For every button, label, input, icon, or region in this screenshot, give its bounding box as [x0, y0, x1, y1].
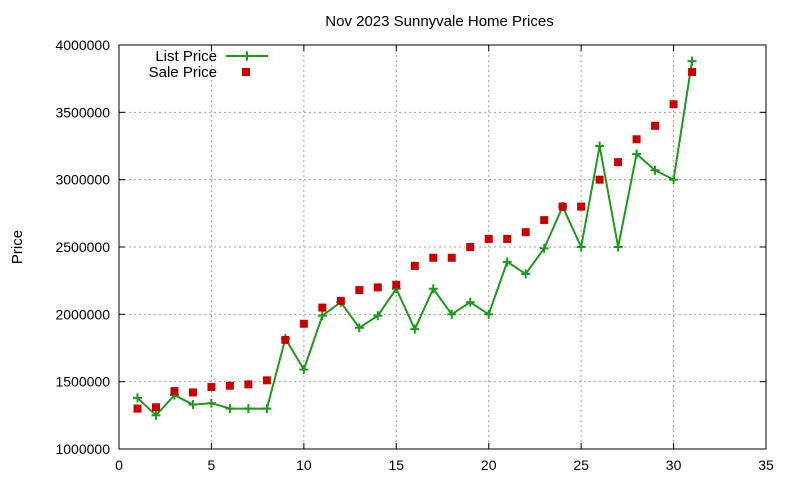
sale-price-point	[595, 175, 604, 184]
sale-price-point	[688, 67, 697, 76]
plot-frame	[118, 44, 767, 450]
list-price-point	[151, 410, 161, 420]
list-price-point	[188, 400, 198, 410]
series-sale-price	[133, 67, 697, 413]
sale-price-point	[429, 253, 438, 262]
list-price-point	[502, 257, 512, 267]
list-price-point	[373, 311, 383, 321]
axis-ticks	[118, 44, 767, 450]
list-price-point	[632, 149, 642, 159]
y-axis-label: Price	[9, 230, 26, 264]
sale-price-point	[299, 319, 308, 328]
list-price-point	[650, 165, 660, 175]
list-price-point	[576, 242, 586, 252]
y-tick-label: 2500000	[55, 239, 110, 255]
sale-price-point	[188, 388, 197, 397]
series	[132, 56, 697, 420]
list-price-point	[354, 323, 364, 333]
list-price-point	[299, 365, 309, 375]
list-price-point	[243, 404, 253, 414]
x-tick-label: 10	[296, 457, 312, 473]
list-price-point	[539, 243, 549, 253]
sale-price-point	[262, 376, 271, 385]
x-tick-label: 25	[573, 457, 589, 473]
y-tick-label: 3500000	[55, 104, 110, 120]
sale-price-point	[392, 280, 401, 289]
sale-price-point	[318, 303, 327, 312]
sale-price-point	[558, 202, 567, 211]
y-tick-label: 2000000	[55, 306, 110, 322]
list-price-point	[484, 309, 494, 319]
list-price-line	[136, 61, 694, 417]
y-tick-label: 1000000	[55, 441, 110, 457]
chart-title: Nov 2023 Sunnyvale Home Prices	[325, 13, 553, 30]
legend-marker-sale-price	[242, 68, 250, 76]
legend-label-list-price: List Price	[155, 48, 217, 65]
sale-price-point	[281, 335, 290, 344]
sale-price-point	[151, 403, 160, 412]
sale-price-point	[244, 380, 253, 389]
list-price-point	[225, 404, 235, 414]
sale-price-point	[207, 383, 216, 392]
legend-marker-list-price	[242, 51, 252, 61]
y-tick-label: 1500000	[55, 374, 110, 390]
sale-price-point	[503, 234, 512, 243]
sale-price-point	[336, 296, 345, 305]
list-price-point	[410, 324, 420, 334]
x-tick-label: 0	[115, 457, 123, 473]
list-price-point	[132, 393, 142, 403]
sale-price-point	[355, 286, 364, 295]
x-tick-label: 30	[666, 457, 682, 473]
list-price-point	[669, 175, 679, 185]
grid	[119, 45, 766, 449]
sale-price-point	[133, 404, 142, 413]
sale-price-point	[373, 283, 382, 292]
list-price-point	[428, 284, 438, 294]
list-price-point	[613, 242, 623, 252]
sale-price-point	[225, 381, 234, 390]
x-tick-label: 5	[208, 457, 216, 473]
list-price-point	[521, 269, 531, 279]
sale-price-point	[447, 253, 456, 262]
y-tick-label: 3000000	[55, 172, 110, 188]
sale-price-point	[521, 228, 530, 237]
list-price-point	[206, 398, 216, 408]
sale-price-point	[632, 135, 641, 144]
x-tick-label: 35	[758, 457, 774, 473]
series-list-price	[132, 56, 697, 420]
legend: List Price Sale Price	[149, 48, 268, 81]
list-price-point	[595, 141, 605, 151]
y-tick-label: 4000000	[55, 37, 110, 53]
x-tick-label: 15	[388, 457, 404, 473]
list-price-point	[262, 404, 272, 414]
list-price-point	[447, 309, 457, 319]
sale-price-point	[614, 158, 623, 167]
sale-price-point	[410, 261, 419, 270]
sale-price-point	[170, 387, 179, 396]
legend-label-sale-price: Sale Price	[149, 64, 217, 81]
list-price-point	[465, 297, 475, 307]
sale-price-point	[577, 202, 586, 211]
x-tick-label: 20	[481, 457, 497, 473]
sale-price-point	[484, 234, 493, 243]
list-price-point	[317, 311, 327, 321]
list-price-point	[687, 56, 697, 66]
sale-price-point	[669, 100, 678, 109]
sale-price-point	[540, 216, 549, 225]
sale-price-point	[466, 243, 475, 251]
sale-price-point	[651, 121, 660, 130]
tick-labels: 0 5 10 15 20 25 30 35 1000000 1500000 2000000 25000…	[55, 37, 774, 473]
